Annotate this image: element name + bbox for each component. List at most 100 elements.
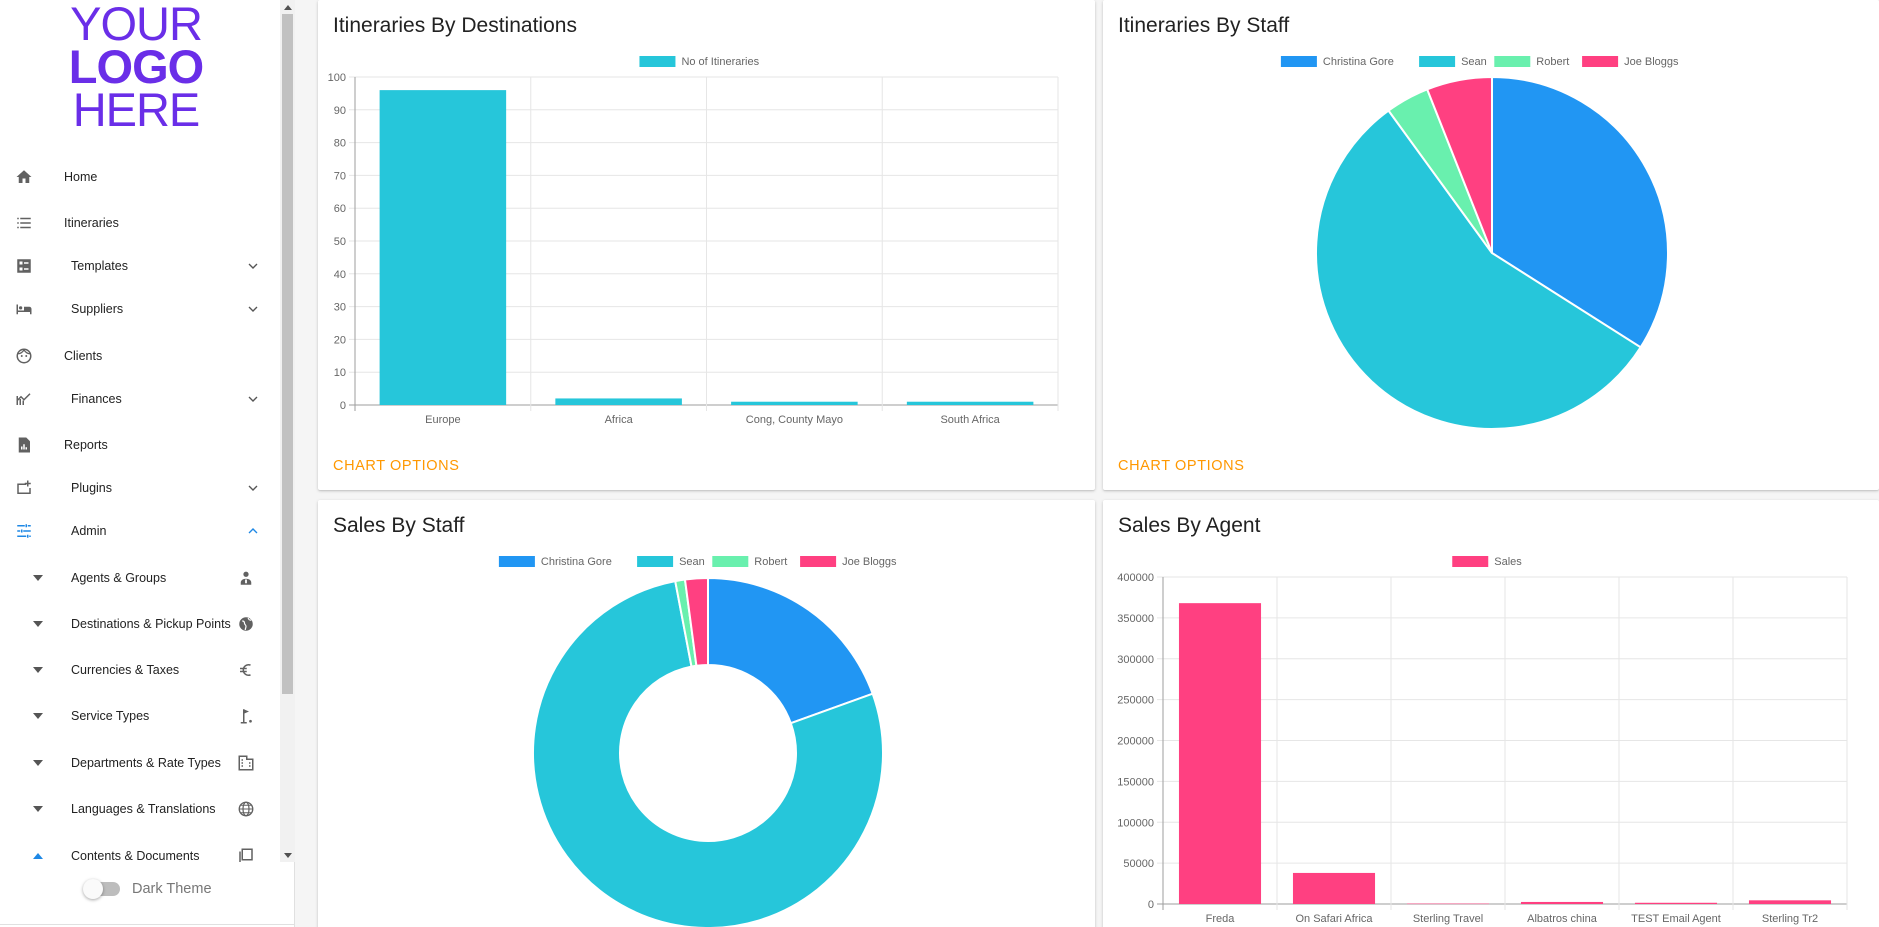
chevron-down-icon[interactable] [243, 389, 263, 409]
y-tick-label: 200000 [1117, 736, 1154, 748]
add-to-queue-icon [14, 478, 34, 498]
x-tick-label: Freda [1206, 913, 1236, 925]
pie-slice [707, 576, 874, 725]
bar [1748, 900, 1832, 904]
card-title: Itineraries By Staff [1118, 14, 1290, 37]
pie-slice [1315, 109, 1642, 430]
legend-swatch [712, 556, 749, 567]
legend-swatch [1419, 56, 1456, 67]
nav-item-finances[interactable]: Finances [0, 379, 280, 419]
nav-item-admin[interactable]: Admin [0, 511, 280, 551]
nav-item-itineraries[interactable]: Itineraries [0, 203, 280, 243]
agent-icon [236, 568, 256, 588]
nav-label: Finances [71, 392, 122, 406]
language-icon [236, 799, 256, 819]
legend-swatch [637, 556, 674, 567]
chart-options-button[interactable]: CHART OPTIONS [333, 458, 460, 474]
y-tick-label: 60 [334, 203, 346, 215]
sub-item-languages-translations[interactable]: Languages & Translations [0, 789, 280, 829]
nav-item-plugins[interactable]: Plugins [0, 468, 280, 508]
legend-label: Joe Bloggs [1624, 56, 1679, 68]
card-sales-by-staff: Sales By Staff Christina Gore Sean Robert J… [318, 500, 1095, 927]
sidebar-scrollbar[interactable] [280, 0, 295, 862]
home-icon [14, 167, 34, 187]
y-tick-label: 90 [334, 105, 346, 117]
nav-item-clients[interactable]: Clients [0, 336, 280, 376]
sub-item-destinations-pickup[interactable]: Destinations & Pickup Points [0, 604, 280, 644]
nav-label: Agents & Groups [71, 571, 167, 585]
x-tick-label: On Safari Africa [1295, 913, 1373, 925]
bar [1520, 901, 1604, 904]
nav-item-home[interactable]: Home [0, 157, 280, 197]
legend-swatch [1582, 56, 1619, 67]
golf-icon [236, 706, 256, 726]
chevron-down-icon[interactable] [243, 299, 263, 319]
nav-label: Suppliers [71, 302, 124, 316]
card-title: Itineraries By Destinations [333, 14, 577, 37]
toggle-track[interactable] [83, 879, 120, 899]
legend-swatch [639, 56, 676, 67]
sub-item-agents-groups[interactable]: Agents & Groups [0, 558, 280, 598]
nav-item-suppliers[interactable]: Suppliers [0, 289, 280, 329]
legend-label: Christina Gore [541, 556, 612, 568]
legend-label: Joe Bloggs [842, 556, 897, 568]
documents-icon [236, 846, 256, 862]
nav-label: Clients [64, 349, 103, 363]
x-tick-label: Albatros china [1527, 913, 1598, 925]
caret-down-icon [32, 572, 44, 584]
chevron-down-icon[interactable] [243, 478, 263, 498]
divider [0, 924, 295, 925]
list-icon [14, 213, 34, 233]
scroll-down-arrow-icon[interactable] [280, 848, 295, 862]
nav-label: Home [64, 170, 98, 184]
nav-item-reports[interactable]: Reports [0, 425, 280, 465]
report-icon [14, 435, 34, 455]
caret-up-icon [32, 850, 44, 862]
caret-down-icon [32, 710, 44, 722]
nav-item-templates[interactable]: Templates [0, 246, 280, 286]
globe-icon [236, 614, 256, 634]
bar [1406, 903, 1490, 905]
y-tick-label: 40 [334, 269, 346, 281]
legend-label: Sales [1494, 556, 1522, 568]
legend-swatch [498, 556, 535, 567]
chart-options-button[interactable]: CHART OPTIONS [1118, 458, 1245, 474]
pie-slice [683, 576, 709, 667]
dark-theme-label: Dark Theme [132, 881, 212, 897]
x-tick-label: Sterling Tr2 [1762, 913, 1818, 925]
destinations-bar-chart: No of Itineraries 0 10 20 30 40 50 60 70 80 90 100 E… [328, 56, 1059, 426]
chevron-up-icon[interactable] [243, 521, 263, 541]
legend-swatch [1494, 56, 1531, 67]
sub-item-contents-documents[interactable]: Contents & Documents [0, 836, 280, 862]
sidebar-nav: YOUR LOGO HERE Home Itineraries [0, 0, 280, 862]
bar [379, 90, 507, 406]
face-icon [14, 346, 34, 366]
chevron-down-icon[interactable] [243, 256, 263, 276]
sub-item-service-types[interactable]: Service Types [0, 696, 280, 736]
x-tick-label: South Africa [940, 414, 1000, 426]
logo: YOUR LOGO HERE [68, 0, 204, 136]
nav-label: Destinations & Pickup Points [71, 617, 231, 631]
nav-label: Templates [71, 259, 128, 273]
y-tick-label: 20 [334, 334, 346, 346]
tune-icon [14, 521, 34, 541]
legend-label: No of Itineraries [681, 56, 759, 68]
dark-theme-toggle[interactable]: Dark Theme [83, 878, 212, 900]
pie-slice [1425, 75, 1493, 254]
scroll-up-arrow-icon[interactable] [280, 0, 295, 14]
bar [555, 398, 682, 405]
sales-staff-donut-chart: Christina Gore Sean Robert Joe Bloggs [498, 556, 897, 927]
y-tick-label: 50000 [1123, 858, 1154, 870]
scroll-thumb[interactable] [282, 14, 293, 694]
nav-label: Admin [71, 524, 107, 538]
nav-label: Plugins [71, 481, 112, 495]
nav-label: Itineraries [64, 216, 119, 230]
nav-label: Reports [64, 438, 108, 452]
card-itineraries-by-destinations: Itineraries By Destinations No of Itiner… [318, 0, 1095, 490]
legend-swatch [1280, 56, 1317, 67]
toggle-knob[interactable] [83, 879, 103, 899]
nav-label: Departments & Rate Types [71, 756, 221, 770]
y-tick-label: 30 [334, 302, 346, 314]
sub-item-departments-rate-types[interactable]: Departments & Rate Types [0, 743, 280, 783]
sub-item-currencies-taxes[interactable]: Currencies & Taxes [0, 650, 280, 690]
